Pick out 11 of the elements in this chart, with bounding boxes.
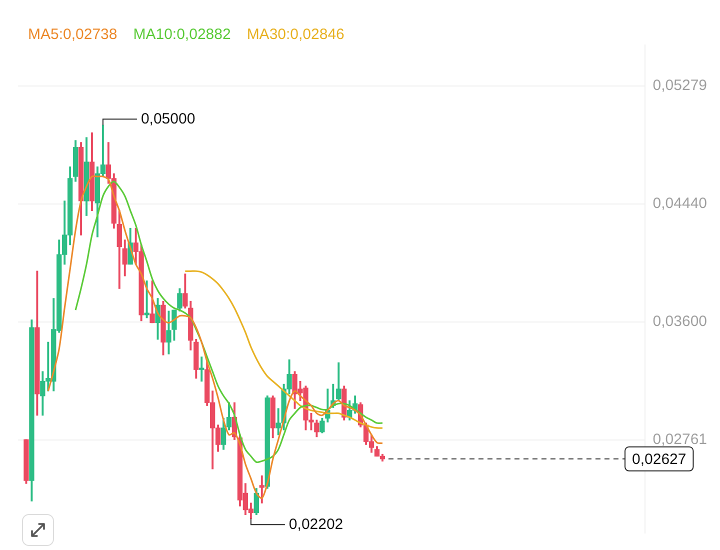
- annotation: 0,02202: [288, 516, 344, 533]
- annotation: 0,05000: [140, 110, 196, 128]
- text: MA5:0,02738: [28, 26, 118, 43]
- y-tick-label: 0,03600: [652, 313, 708, 330]
- line-series: [74, 180, 384, 464]
- text: MA10:0,02882: [133, 26, 231, 43]
- y-tick-label: 0,05279: [652, 77, 708, 94]
- text: MA30:0,02846: [246, 26, 344, 43]
- y-tick-label: 0,04440: [652, 195, 708, 212]
- ref-line-label: 0,02627: [632, 451, 686, 468]
- y-tick-label: 0,02761: [652, 431, 708, 448]
